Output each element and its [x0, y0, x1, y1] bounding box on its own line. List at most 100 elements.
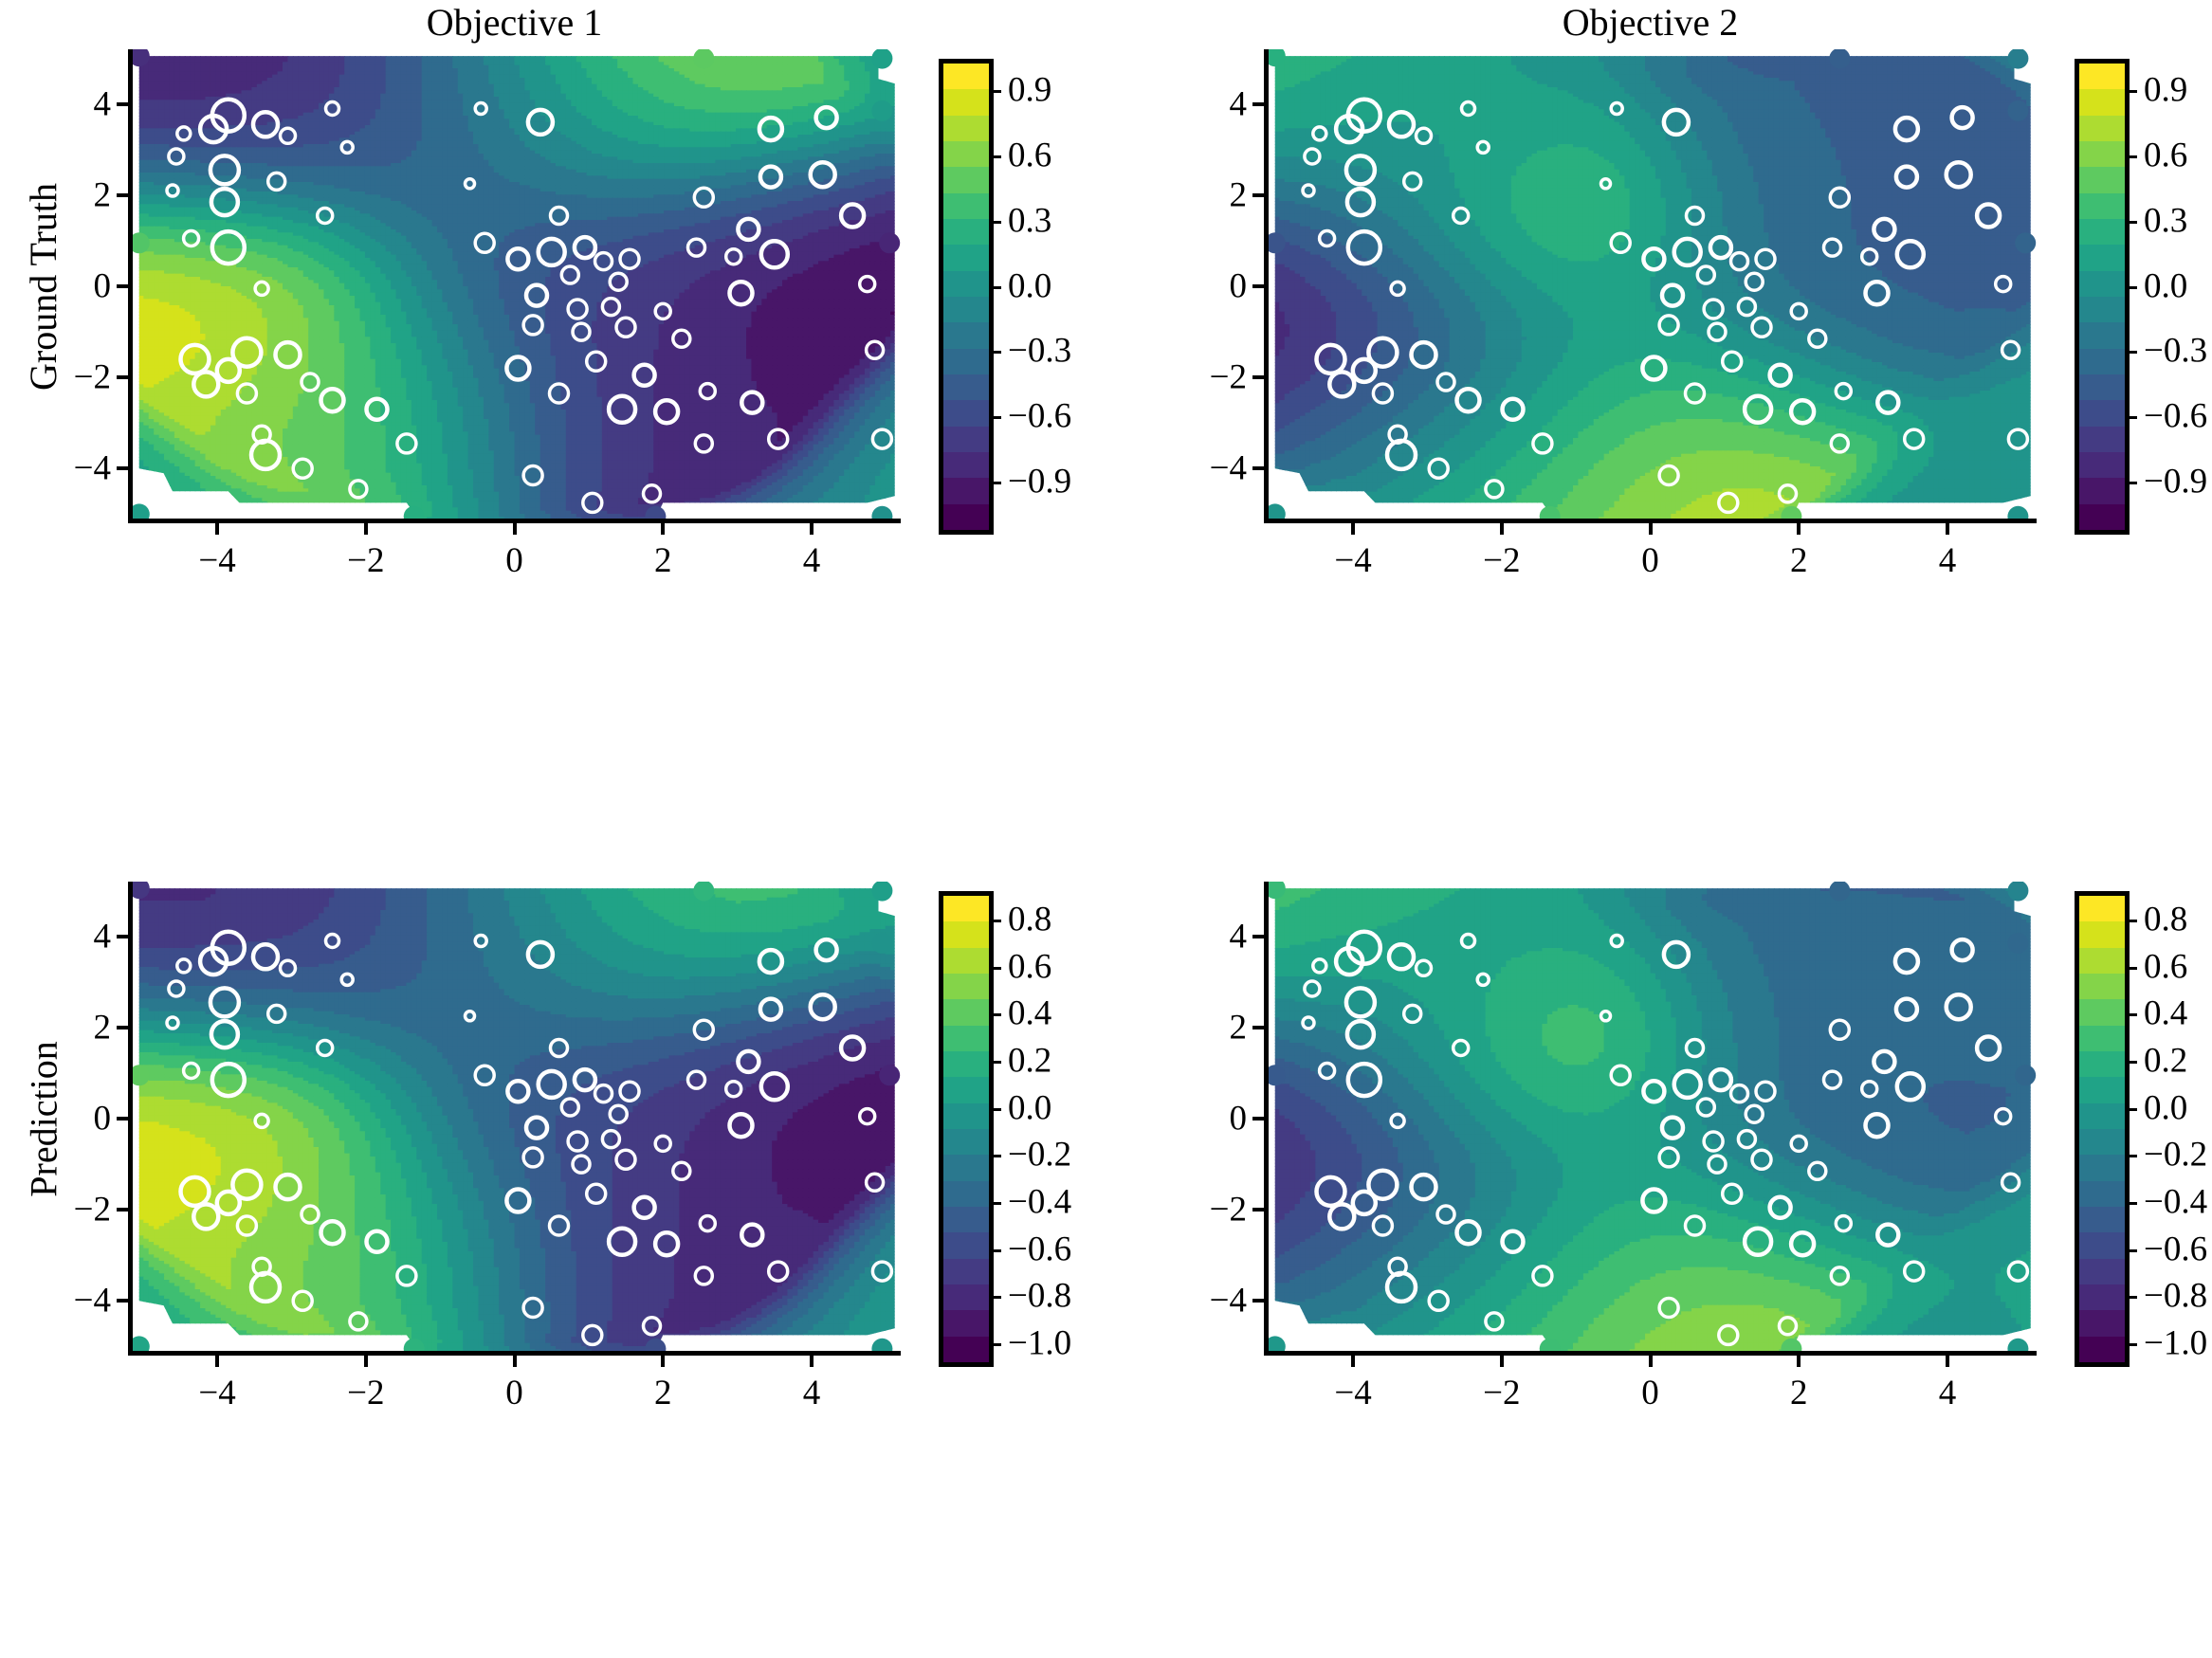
contour-field-obj2-ground-truth	[1264, 49, 2037, 523]
colorbar-band	[2079, 1337, 2125, 1362]
colorbar-band	[2079, 921, 2125, 947]
xtick-1	[364, 523, 368, 535]
colorbar-band	[2079, 504, 2125, 530]
ytick-label-3: 2	[1230, 174, 1248, 215]
xtick-2	[1649, 523, 1653, 535]
xtick-label-1: −2	[1483, 540, 1520, 581]
axis-spine-left	[1264, 882, 1269, 1356]
contour-plot-obj1-ground-truth	[128, 49, 901, 523]
colorbar-band	[943, 1129, 989, 1155]
colorbar-band	[2079, 116, 2125, 141]
xtick-label-4: 4	[1939, 1373, 1957, 1413]
colorbar-band	[2079, 322, 2125, 348]
colorbar-band	[943, 504, 989, 530]
colorbar-tick-1	[989, 155, 1001, 158]
colorbar-tick-label-2: 0.4	[2144, 993, 2187, 1034]
colorbar-tick-2	[2125, 1013, 2137, 1016]
xtick-4	[810, 1356, 814, 1367]
colorbar-tick-8	[2125, 1296, 2137, 1299]
ytick-label-4: 4	[94, 83, 112, 124]
colorbar-band	[943, 921, 989, 947]
colorbar-tick-label-0: 0.9	[2144, 69, 2187, 110]
colorbar-tick-3	[2125, 286, 2137, 289]
colorbar-band	[943, 374, 989, 400]
colorbar-tick-2	[989, 221, 1001, 224]
contour-plot-obj1-prediction	[128, 882, 901, 1356]
colorbar-tick-label-0: 0.8	[1008, 899, 1051, 939]
colorbar-band	[943, 89, 989, 115]
colorbar-band	[943, 1077, 989, 1102]
colorbar-tick-label-7: −0.6	[2144, 1229, 2207, 1269]
ytick-label-0: −4	[1210, 448, 1247, 489]
colorbar-tick-label-4: −0.3	[1008, 331, 1071, 372]
xtick-0	[215, 1356, 219, 1367]
xtick-3	[1797, 1356, 1801, 1367]
ytick-3	[1252, 193, 1264, 197]
colorbar-tick-label-2: 0.3	[1008, 200, 1051, 241]
colorbar-tick-1	[2125, 967, 2137, 970]
colorbar-tick-label-0: 0.8	[2144, 899, 2187, 939]
colorbar-band	[2079, 141, 2125, 167]
ytick-4	[1252, 102, 1264, 106]
colorbar-tick-label-9: −1.0	[1008, 1323, 1071, 1364]
colorbar-tick-8	[989, 1296, 1001, 1299]
ytick-label-0: −4	[74, 1281, 111, 1321]
axis-spine-left	[1264, 49, 1269, 523]
colorbar-tick-label-5: −0.6	[2144, 396, 2207, 437]
colorbar-tick-label-1: 0.6	[2144, 135, 2187, 175]
colorbar-band	[2079, 64, 2125, 89]
xtick-label-4: 4	[1939, 540, 1957, 581]
ytick-label-0: −4	[1210, 1281, 1247, 1321]
xtick-label-0: −4	[198, 1373, 235, 1413]
colorbar-tick-5	[989, 416, 1001, 419]
colorbar-tick-label-1: 0.6	[1008, 135, 1051, 175]
ytick-2	[1252, 284, 1264, 288]
xtick-2	[513, 1356, 517, 1367]
ytick-3	[117, 193, 128, 197]
colorbar-tick-label-4: −0.3	[2144, 331, 2207, 372]
axis-spine-left	[128, 882, 133, 1356]
ytick-0	[1252, 466, 1264, 470]
colorbar-band	[943, 1155, 989, 1180]
xtick-1	[1500, 1356, 1504, 1367]
colorbar-band	[2079, 948, 2125, 974]
colorbar-band	[2079, 193, 2125, 219]
colorbar-band	[2079, 1284, 2125, 1310]
colorbar-tick-5	[989, 1155, 1001, 1157]
colorbar-band	[2079, 1155, 2125, 1180]
colorbar-band	[943, 1259, 989, 1284]
colorbar-band	[2079, 478, 2125, 503]
xtick-label-2: 0	[1641, 1373, 1659, 1413]
colorbar-band	[943, 400, 989, 426]
ytick-label-1: −2	[1210, 357, 1247, 398]
colorbar-band	[2079, 974, 2125, 999]
colorbar-tick-9	[989, 1343, 1001, 1346]
colorbar-band	[943, 271, 989, 297]
xtick-label-0: −4	[1334, 540, 1371, 581]
ytick-label-3: 2	[94, 1007, 112, 1048]
colorbar-band	[943, 1181, 989, 1207]
ytick-label-2: 0	[94, 266, 112, 307]
colorbar-tick-1	[989, 967, 1001, 970]
colorbar-band	[2079, 1077, 2125, 1102]
ytick-label-2: 0	[1230, 266, 1248, 307]
colorbar-band	[943, 349, 989, 374]
colorbar-band	[2079, 427, 2125, 452]
xtick-3	[661, 1356, 665, 1367]
ytick-label-4: 4	[94, 916, 112, 957]
colorbar-band	[2079, 297, 2125, 322]
colorbar-tick-label-8: −0.8	[2144, 1276, 2207, 1317]
colorbar-tick-3	[989, 1061, 1001, 1064]
ytick-label-2: 0	[1230, 1099, 1248, 1139]
xtick-label-2: 0	[1641, 540, 1659, 581]
xtick-4	[810, 523, 814, 535]
ytick-label-4: 4	[1230, 83, 1248, 124]
xtick-label-2: 0	[505, 540, 523, 581]
colorbar-band	[943, 141, 989, 167]
colorbar-tick-5	[2125, 1155, 2137, 1157]
colorbar-band	[943, 322, 989, 348]
colorbar-tick-7	[989, 1249, 1001, 1252]
colorbar-band	[2079, 896, 2125, 921]
colorbar-tick-label-3: 0.2	[1008, 1040, 1051, 1081]
